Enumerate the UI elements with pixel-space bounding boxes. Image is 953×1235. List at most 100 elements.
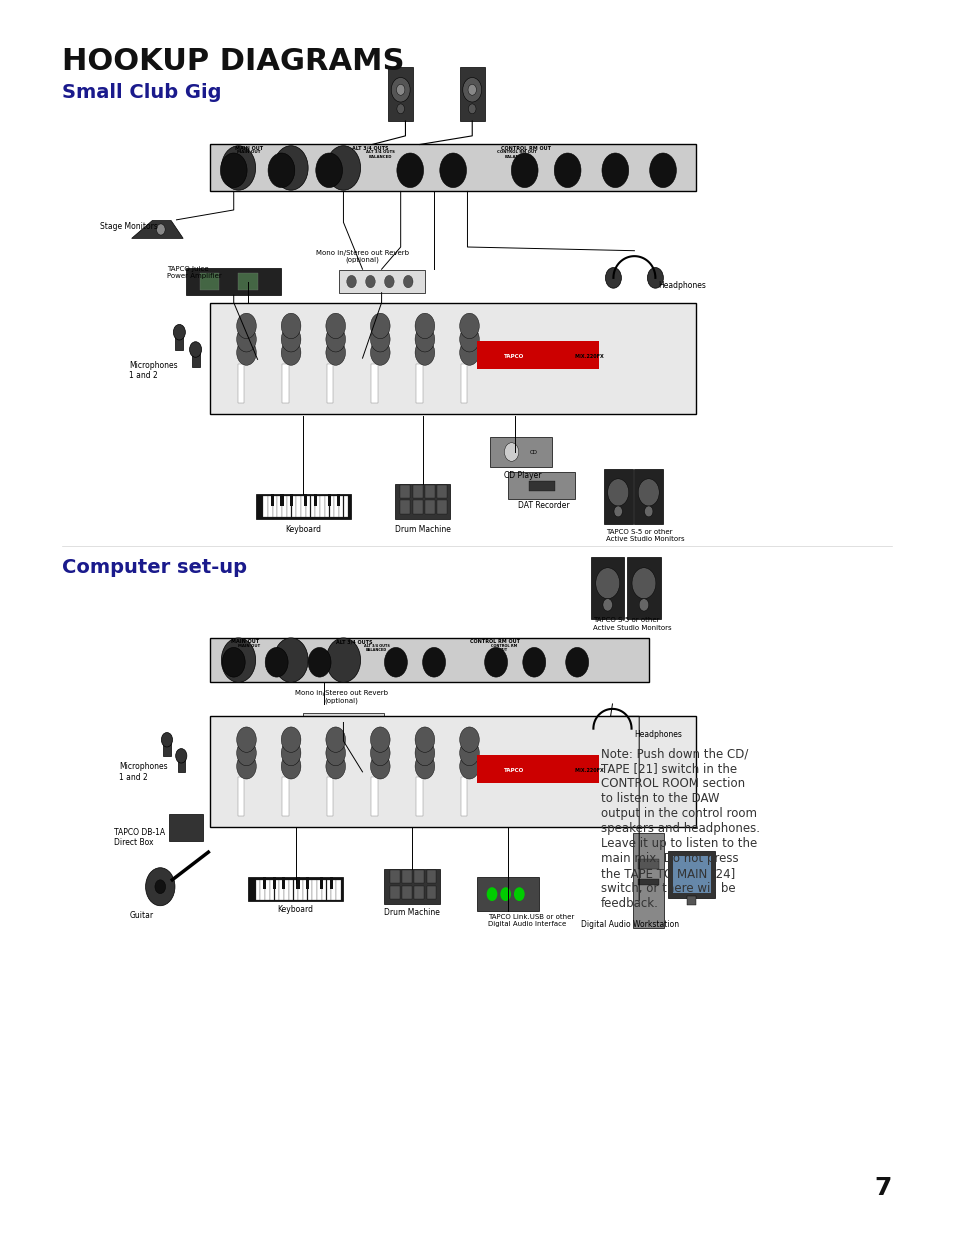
Bar [237,363,244,403]
Text: TAPCO Juice
Power Amplifier: TAPCO Juice Power Amplifier [167,267,221,279]
Circle shape [415,753,435,779]
Text: TAPCO DB-1A
Direct Box: TAPCO DB-1A Direct Box [114,827,166,847]
Text: DAT Recorder: DAT Recorder [517,501,569,510]
Bar [177,756,185,772]
Bar [268,496,273,517]
Text: HOOKUP DIAGRAMS: HOOKUP DIAGRAMS [62,47,404,75]
Bar [590,557,623,619]
Bar [306,496,310,517]
Circle shape [439,153,466,188]
Bar [306,877,309,889]
Bar [265,879,270,900]
Circle shape [459,727,478,752]
Bar [328,494,331,506]
Bar [343,496,348,517]
Bar [316,879,321,900]
Bar [238,273,257,290]
Circle shape [281,753,300,779]
Bar [289,879,293,900]
Circle shape [554,153,580,188]
Circle shape [647,268,662,288]
Circle shape [365,275,375,288]
Circle shape [161,732,172,747]
Circle shape [190,342,201,357]
Circle shape [396,84,404,95]
Bar [402,885,412,899]
Bar [395,484,450,519]
Circle shape [156,224,165,235]
Circle shape [221,637,255,682]
Circle shape [468,84,476,95]
Bar [426,871,436,883]
Circle shape [384,647,407,677]
Bar [335,879,340,900]
Bar [388,67,413,121]
Circle shape [459,740,478,766]
Text: TAPCO S-5 or other
Active Studio Monitors: TAPCO S-5 or other Active Studio Monitor… [593,618,671,631]
Circle shape [268,153,294,188]
Bar [282,496,287,517]
Bar [320,496,324,517]
Circle shape [281,727,300,752]
Text: TAPCO S-5 or other
Active Studio Monitors: TAPCO S-5 or other Active Studio Monitor… [605,529,683,542]
Bar [263,496,268,517]
Circle shape [595,568,619,599]
Text: Headphones: Headphones [634,730,681,740]
Circle shape [459,314,478,338]
Bar [192,350,199,367]
Bar [210,303,696,414]
Text: Guitar: Guitar [129,911,153,920]
Bar [490,437,551,468]
Bar [329,877,333,889]
Circle shape [274,146,308,190]
Bar [296,877,299,889]
Bar [303,713,383,732]
Text: 7: 7 [874,1177,891,1200]
Text: Microphones
1 and 2: Microphones 1 and 2 [129,361,177,380]
Circle shape [370,727,390,752]
Bar [237,778,244,816]
Bar [298,879,302,900]
Bar [338,496,343,517]
Bar [460,778,467,816]
Bar [210,638,648,682]
Text: MAIN OUT: MAIN OUT [231,640,259,645]
Circle shape [605,268,620,288]
Bar [384,869,439,904]
Bar [436,485,447,498]
Text: Digital Audio Workstation: Digital Audio Workstation [580,920,678,929]
Bar [476,877,537,911]
Bar [175,332,183,350]
Bar [416,363,422,403]
Circle shape [236,326,256,352]
Bar [390,885,399,899]
Circle shape [370,740,390,766]
Bar [210,144,696,191]
Bar [413,500,422,514]
Circle shape [607,479,628,506]
Bar [508,472,575,499]
Bar [424,485,435,498]
Bar [163,740,171,756]
Circle shape [236,340,256,366]
Bar [634,469,662,524]
Circle shape [236,740,256,766]
Circle shape [403,275,413,288]
Bar [627,557,659,619]
Text: Mono in/Stereo out Reverb
(optional): Mono in/Stereo out Reverb (optional) [315,249,409,263]
Circle shape [415,740,435,766]
Circle shape [364,718,373,727]
Bar [459,67,484,121]
Bar [186,268,281,295]
Bar [327,363,334,403]
Bar [667,851,715,898]
Circle shape [415,314,435,338]
Circle shape [391,78,410,103]
Circle shape [396,104,404,114]
Circle shape [415,340,435,366]
Bar [528,482,555,490]
Text: Small Club Gig: Small Club Gig [62,83,221,101]
Bar [400,500,410,514]
Bar [331,879,335,900]
Circle shape [311,718,319,727]
